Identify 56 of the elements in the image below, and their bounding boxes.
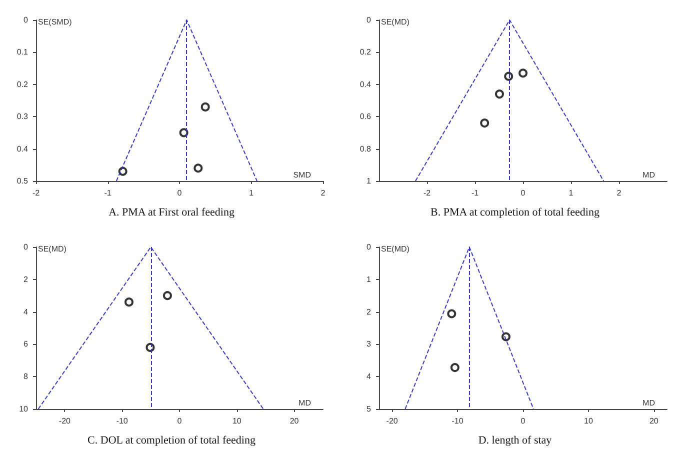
y-axis-title: SE(MD): [38, 244, 67, 254]
y-tick-label: 0.1: [16, 48, 29, 57]
y-tick-label: 0: [24, 16, 29, 24]
text: B. PMA at completion of total feeding: [430, 206, 600, 218]
y-tick-label: 6: [24, 340, 29, 349]
y-tick-label: 10: [19, 404, 29, 414]
y-tick-label: 8: [24, 372, 29, 382]
y-tick-label: 0.6: [360, 112, 372, 122]
y-tick-label: 4: [24, 307, 29, 316]
text: A. PMA at First oral feeding: [108, 206, 235, 218]
x-tick-label: 2: [320, 188, 326, 198]
x-tick-label: -1: [104, 188, 112, 198]
y-tick-label: 0: [24, 242, 29, 252]
x-tick-label: 0: [177, 416, 182, 426]
y-tick-label: 0.4: [360, 80, 372, 89]
y-tick-label: 1: [366, 274, 372, 284]
y-tick-label: 5: [366, 404, 372, 414]
x-tick-label: 10: [584, 416, 594, 426]
x-tick-label: 1: [249, 188, 254, 198]
x-tick-label: 0: [520, 188, 526, 198]
x-tick-label: -20: [58, 416, 72, 426]
x-tick-label: -10: [116, 416, 128, 426]
text: D. length of stay: [478, 434, 552, 446]
x-tick-label: 20: [290, 416, 300, 426]
y-tick-label: 3: [366, 340, 372, 349]
y-axis-title: SE(MD): [381, 244, 410, 254]
x-axis-title: MD: [642, 398, 656, 408]
y-tick-label: 0.5: [16, 176, 29, 186]
text: C. DOL at completion of total feeding: [88, 434, 256, 446]
y-tick-label: 0.8: [360, 144, 372, 154]
x-tick-label: 0: [177, 188, 182, 198]
y-tick-label: 0: [366, 16, 372, 24]
x-tick-label: 1: [568, 188, 574, 198]
x-axis-title: MD: [642, 170, 656, 180]
x-tick-label: -20: [386, 416, 398, 426]
y-tick-label: 0.2: [16, 80, 29, 89]
x-tick-label: 2: [616, 188, 622, 198]
x-tick-label: -1: [471, 188, 480, 198]
y-tick-label: 0.3: [16, 112, 29, 122]
x-tick-label: -2: [32, 188, 40, 198]
y-axis-title: SE(SMD): [38, 18, 72, 26]
x-tick-label: -10: [452, 416, 464, 426]
y-tick-label: 4: [366, 372, 372, 382]
x-tick-label: 10: [232, 416, 242, 426]
y-axis-title: SE(MD): [381, 18, 410, 26]
x-axis-title: MD: [298, 398, 312, 408]
x-tick-label: -2: [423, 188, 432, 198]
y-tick-label: 0.4: [16, 144, 29, 154]
y-tick-label: 2: [366, 307, 372, 316]
y-tick-label: 0.2: [360, 48, 372, 57]
y-tick-label: 2: [24, 274, 29, 284]
y-tick-label: 0: [366, 242, 372, 252]
x-tick-label: 0: [520, 416, 526, 426]
y-tick-label: 1: [366, 176, 372, 186]
x-axis-title: SMD: [293, 170, 312, 180]
x-tick-label: 20: [649, 416, 659, 426]
